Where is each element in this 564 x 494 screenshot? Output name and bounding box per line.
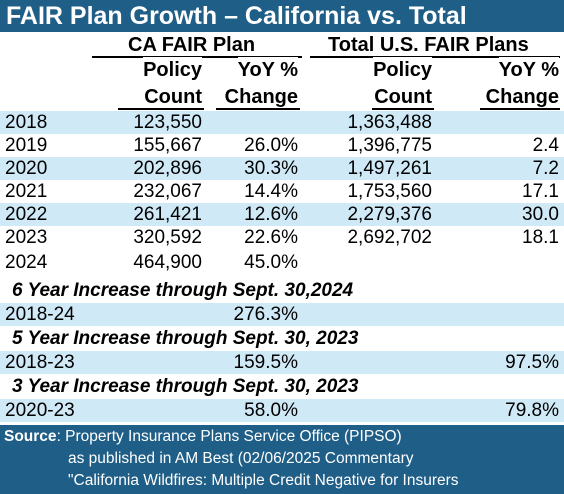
row-us-count: 1,753,560 <box>347 181 432 202</box>
row-us-count: 2,692,702 <box>347 227 432 248</box>
col-header-us-count-2: Count <box>374 84 432 110</box>
row-us-count: 1,497,261 <box>347 158 432 179</box>
summary-ca: 159.5% <box>233 352 298 373</box>
row-year: 2020 <box>5 158 48 179</box>
summary-us: 97.5% <box>505 352 559 373</box>
source-footer: Source: Property Insurance Plans Service… <box>0 425 564 494</box>
row-year: 2022 <box>5 204 48 225</box>
underline-us-yoy <box>480 108 560 110</box>
col-header-ca-yoy-2: Change <box>224 84 298 110</box>
row-ca-yoy: 12.6% <box>244 204 298 225</box>
table-row: 2021 232,067 14.4% 1,753,560 17.1 <box>0 180 564 203</box>
table-row: 2020 202,896 30.3% 1,497,261 7.2 <box>0 157 564 180</box>
row-ca-yoy: 26.0% <box>244 135 298 156</box>
row-ca-yoy: 14.4% <box>244 181 298 202</box>
summary-ca: 276.3% <box>233 304 298 325</box>
col-header-ca-yoy-1: YoY % <box>237 57 298 83</box>
row-ca-count: 202,896 <box>133 158 202 179</box>
summary-us: 79.8% <box>505 400 559 421</box>
underline-ca-yoy <box>216 108 300 110</box>
section-heading: 5 Year Increase through Sept. 30, 2023 <box>0 327 564 350</box>
underline-us-count <box>372 108 434 110</box>
row-ca-yoy: 22.6% <box>244 227 298 248</box>
row-year: 2019 <box>5 135 48 156</box>
summary-row: 2018-24 276.3% <box>0 303 564 326</box>
table-row: 2019 155,667 26.0% 1,396,775 2.4 <box>0 134 564 157</box>
row-ca-count: 261,421 <box>133 204 202 225</box>
table-row: 2023 320,592 22.6% 2,692,702 18.1 <box>0 226 564 249</box>
section-heading: 3 Year Increase through Sept. 30, 2023 <box>0 375 564 398</box>
row-year: 2018 <box>5 112 48 133</box>
group-header-us: Total U.S. FAIR Plans <box>328 32 529 58</box>
table-row: 2022 261,421 12.6% 2,279,376 30.0 <box>0 203 564 226</box>
row-ca-yoy: 45.0% <box>244 252 298 273</box>
underline-ca-count <box>118 108 204 110</box>
row-year: 2023 <box>5 227 48 248</box>
row-ca-count: 232,067 <box>133 181 202 202</box>
section-heading: 6 Year Increase through Sept. 30,2024 <box>0 279 564 302</box>
source-label: Source <box>4 428 57 445</box>
summary-period: 2020-23 <box>5 400 75 421</box>
row-ca-count: 123,550 <box>133 112 202 133</box>
row-ca-yoy: 30.3% <box>244 158 298 179</box>
row-ca-count: 155,667 <box>133 135 202 156</box>
group-underline-ca <box>92 56 302 58</box>
source-line-2: as published in AM Best (02/06/2025 Comm… <box>68 450 414 467</box>
row-us-yoy: 18.1 <box>522 227 559 248</box>
row-us-yoy: 30.0 <box>522 204 559 225</box>
source-text-1: : Property Insurance Plans Service Offic… <box>56 428 402 445</box>
col-header-ca-count-2: Count <box>144 84 202 110</box>
col-header-us-yoy-2: Change <box>485 84 559 110</box>
summary-period: 2018-24 <box>5 304 75 325</box>
summary-row: 2018-23 159.5% 97.5% <box>0 351 564 374</box>
row-us-yoy: 17.1 <box>522 181 559 202</box>
table-title: FAIR Plan Growth – California vs. Total <box>0 0 564 32</box>
row-us-count: 2,279,376 <box>347 204 432 225</box>
row-ca-count: 464,900 <box>133 252 202 273</box>
summary-row: 2020-23 58.0% 79.8% <box>0 399 564 422</box>
table-row: 2024 464,900 45.0% <box>0 249 564 276</box>
row-us-count: 1,363,488 <box>347 112 432 133</box>
col-header-us-yoy-1: YoY % <box>498 57 559 83</box>
row-year: 2021 <box>5 181 48 202</box>
summary-period: 2018-23 <box>5 352 75 373</box>
group-header-ca: CA FAIR Plan <box>128 32 256 58</box>
source-line-3: "California Wildfires: Multiple Credit N… <box>68 472 459 489</box>
col-header-ca-count-1: Policy <box>143 57 202 83</box>
row-us-yoy: 7.2 <box>532 158 559 179</box>
source-line-1: Source: Property Insurance Plans Service… <box>4 426 402 449</box>
row-us-yoy: 2.4 <box>532 135 559 156</box>
summary-ca: 58.0% <box>244 400 298 421</box>
row-year: 2024 <box>5 252 48 273</box>
row-us-count: 1,396,775 <box>347 135 432 156</box>
table-row: 2018 123,550 1,363,488 <box>0 111 564 134</box>
group-underline-us <box>310 56 560 58</box>
col-header-us-count-1: Policy <box>373 57 432 83</box>
row-ca-count: 320,592 <box>133 227 202 248</box>
